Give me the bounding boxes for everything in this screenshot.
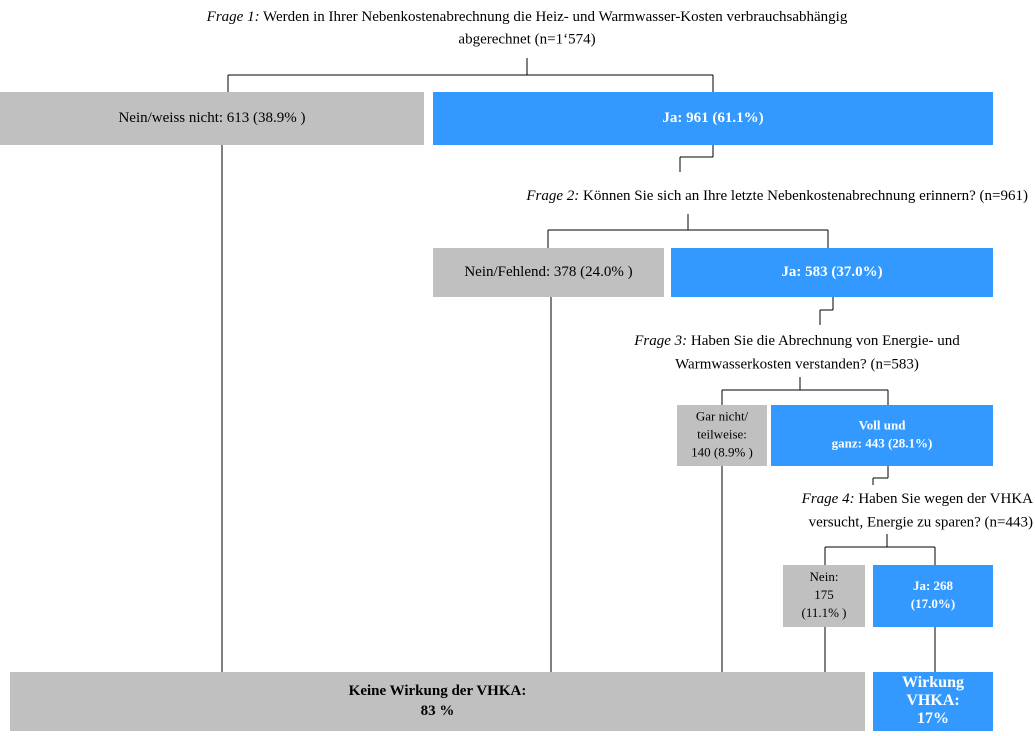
node-label: Ja: 583 (37.0%)	[781, 264, 882, 280]
question: Frage 4: Haben Sie wegen der VHKA	[801, 491, 1033, 507]
node-label: Ja: 961 (61.1%)	[662, 110, 763, 126]
node-label: Ja: 268	[913, 578, 954, 593]
node-label: 175	[814, 587, 834, 602]
answer-no	[783, 565, 865, 627]
answer-yes	[771, 405, 993, 466]
question: Frage 3: Haben Sie die Abrechnung von En…	[633, 333, 960, 349]
node-label: Keine Wirkung der VHKA:	[349, 683, 527, 699]
question: Frage 2: Können Sie sich an Ihre letzte …	[525, 188, 1028, 204]
node-label: Wirkung	[902, 674, 964, 691]
node-label: Voll und	[859, 417, 907, 432]
answer-no	[433, 248, 664, 297]
question-line: Warmwasserkosten verstanden? (n=583)	[675, 356, 919, 372]
node-label: 83 %	[421, 703, 455, 719]
node-label: Nein/Fehlend: 378 (24.0% )	[464, 264, 632, 280]
question: Frage 1: Werden in Ihrer Nebenkostenabre…	[206, 9, 848, 25]
answer-yes	[433, 92, 993, 145]
answer-no	[677, 405, 767, 466]
question-line: abgerechnet (n=1‘574)	[458, 31, 595, 47]
answer-yes	[671, 248, 993, 297]
node-label: ganz: 443 (28.1%)	[832, 435, 933, 450]
nodes: Nein/weiss nicht: 613 (38.9% ) Ja: 961 (6…	[0, 92, 993, 731]
node-label: Nein/weiss nicht: 613 (38.9% )	[118, 110, 305, 126]
node-label: (11.1% )	[801, 605, 846, 620]
node-label: Gar nicht/	[696, 408, 749, 423]
answer-no	[0, 92, 424, 145]
node-label: 140 (8.9% )	[691, 444, 753, 459]
answer-yes	[873, 672, 993, 731]
node-label: 17%	[917, 710, 949, 727]
node-label: VHKA:	[906, 692, 959, 709]
node-label: (17.0%)	[911, 596, 955, 611]
question-line: versucht, Energie zu sparen? (n=443)	[809, 514, 1033, 530]
connectors	[221, 58, 936, 672]
answer-no	[10, 672, 865, 731]
answer-yes	[873, 565, 993, 627]
node-label: teilweise:	[697, 426, 747, 441]
node-label: Nein:	[810, 569, 839, 584]
